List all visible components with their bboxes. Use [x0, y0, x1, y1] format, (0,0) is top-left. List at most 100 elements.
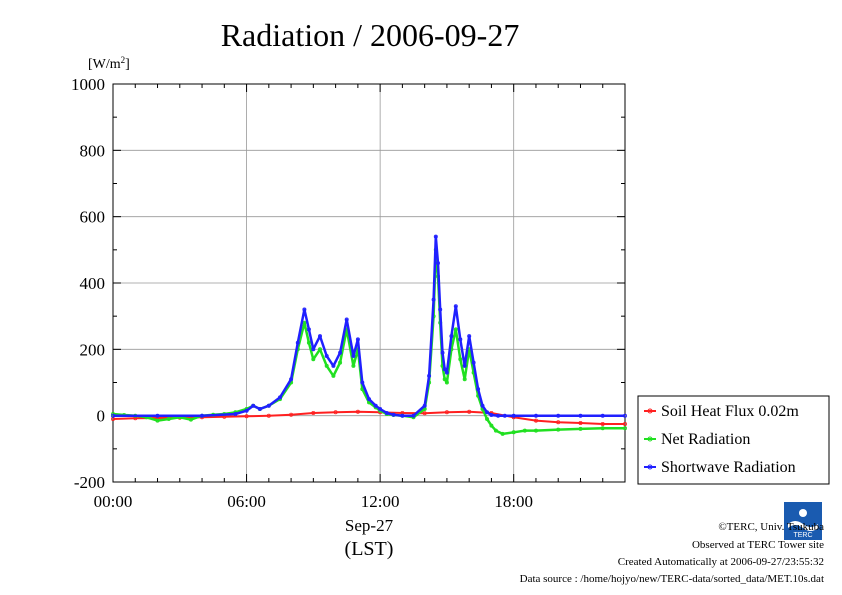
series-point-1	[331, 373, 336, 378]
legend-marker	[647, 436, 653, 442]
series-point-2	[295, 340, 300, 345]
series-point-0	[600, 421, 605, 426]
data-series	[111, 234, 628, 436]
series-point-0	[444, 410, 449, 415]
series-point-1	[453, 327, 458, 332]
series-point-2	[355, 337, 360, 342]
series-point-2	[244, 408, 249, 413]
series-point-2	[338, 350, 343, 355]
y-axis-ticks: 1000 800 600 400 200 0 -200	[71, 75, 625, 492]
y-tick-label: 800	[80, 141, 106, 160]
series-point-2	[442, 367, 447, 372]
series-point-1	[306, 340, 311, 345]
series-point-1	[351, 363, 356, 368]
series-point-2	[311, 347, 316, 352]
legend-label: Net Radiation	[661, 431, 750, 448]
series-point-1	[155, 418, 160, 423]
series-point-2	[373, 403, 378, 408]
series-point-2	[623, 413, 628, 418]
series-point-2	[427, 373, 432, 378]
series-point-2	[257, 406, 262, 411]
series-point-2	[360, 380, 365, 385]
series-point-1	[462, 377, 467, 382]
series-point-2	[302, 307, 307, 312]
created-timestamp-text: Created Automatically at 2006-09-27/23:5…	[617, 556, 824, 568]
series-point-2	[534, 413, 539, 418]
legend-box	[637, 395, 830, 485]
series-point-2	[480, 403, 485, 408]
series-point-1	[578, 426, 583, 431]
series-point-1	[324, 363, 329, 368]
series-point-0	[623, 421, 628, 426]
series-point-2	[422, 403, 427, 408]
series-point-1	[311, 357, 316, 362]
series-point-1	[511, 430, 516, 435]
series-point-2	[111, 413, 116, 418]
series-point-1	[493, 428, 498, 433]
series-point-1	[489, 423, 494, 428]
x-tick-label: 12:00	[361, 492, 400, 511]
series-point-1	[458, 357, 463, 362]
series-point-2	[351, 353, 356, 358]
series-point-2	[484, 410, 489, 415]
series-point-2	[391, 412, 396, 417]
series-point-2	[471, 360, 476, 365]
series-point-2	[444, 370, 449, 375]
series-point-2	[435, 261, 440, 266]
series-point-0	[355, 409, 360, 414]
y-tick-label: 1000	[71, 75, 105, 94]
series-point-0	[289, 412, 294, 417]
x-axis-label: (LST)	[345, 538, 394, 560]
series-point-1	[444, 380, 449, 385]
series-point-1	[166, 416, 171, 421]
series-point-2	[289, 377, 294, 382]
series-point-2	[199, 413, 204, 418]
series-point-2	[502, 413, 507, 418]
copyright-text: ©TERC, Univ. Tsukuba	[718, 521, 824, 533]
series-point-2	[155, 413, 160, 418]
legend-marker	[647, 408, 653, 414]
series-point-2	[411, 413, 416, 418]
series-point-1	[500, 431, 505, 436]
y-tick-label: 0	[97, 407, 106, 426]
series-point-1	[534, 428, 539, 433]
series-point-2	[431, 297, 436, 302]
legend-label: Soil Heat Flux 0.02m	[661, 403, 799, 420]
y-tick-label: -200	[74, 473, 105, 492]
series-point-0	[422, 411, 427, 416]
series-point-2	[511, 413, 516, 418]
x-axis-ticks: 00:00 06:00 12:00 18:00	[94, 84, 604, 511]
x-tick-label: 18:00	[494, 492, 533, 511]
series-line-0	[112, 410, 625, 425]
y-axis-unit: [W/m2]	[88, 55, 130, 72]
terc-logo: TERC	[784, 502, 822, 540]
series-point-2	[277, 395, 282, 400]
series-point-1	[600, 426, 605, 431]
series-point-2	[453, 304, 458, 309]
y-tick-label: 400	[80, 274, 106, 293]
series-point-2	[556, 413, 561, 418]
legend-label: Shortwave Radiation	[661, 459, 796, 476]
series-point-0	[467, 409, 472, 414]
legend: Soil Heat Flux 0.02m Net Radiation Shortwa…	[637, 395, 830, 485]
series-point-1	[522, 428, 527, 433]
series-point-0	[244, 414, 249, 419]
series-point-1	[188, 417, 193, 422]
series-point-2	[438, 307, 443, 312]
series-point-0	[534, 418, 539, 423]
series-point-2	[440, 350, 445, 355]
series-point-0	[578, 420, 583, 425]
series-point-2	[458, 337, 463, 342]
series-point-1	[623, 426, 628, 431]
series-line-1	[112, 248, 625, 436]
series-point-2	[462, 363, 467, 368]
series-point-1	[338, 360, 343, 365]
series-point-2	[578, 413, 583, 418]
series-point-2	[366, 397, 371, 402]
legend-marker	[647, 464, 653, 470]
series-point-2	[344, 317, 349, 322]
series-point-2	[600, 413, 605, 418]
observed-site-text: Observed at TERC Tower site	[691, 539, 824, 551]
series-point-2	[317, 334, 322, 339]
